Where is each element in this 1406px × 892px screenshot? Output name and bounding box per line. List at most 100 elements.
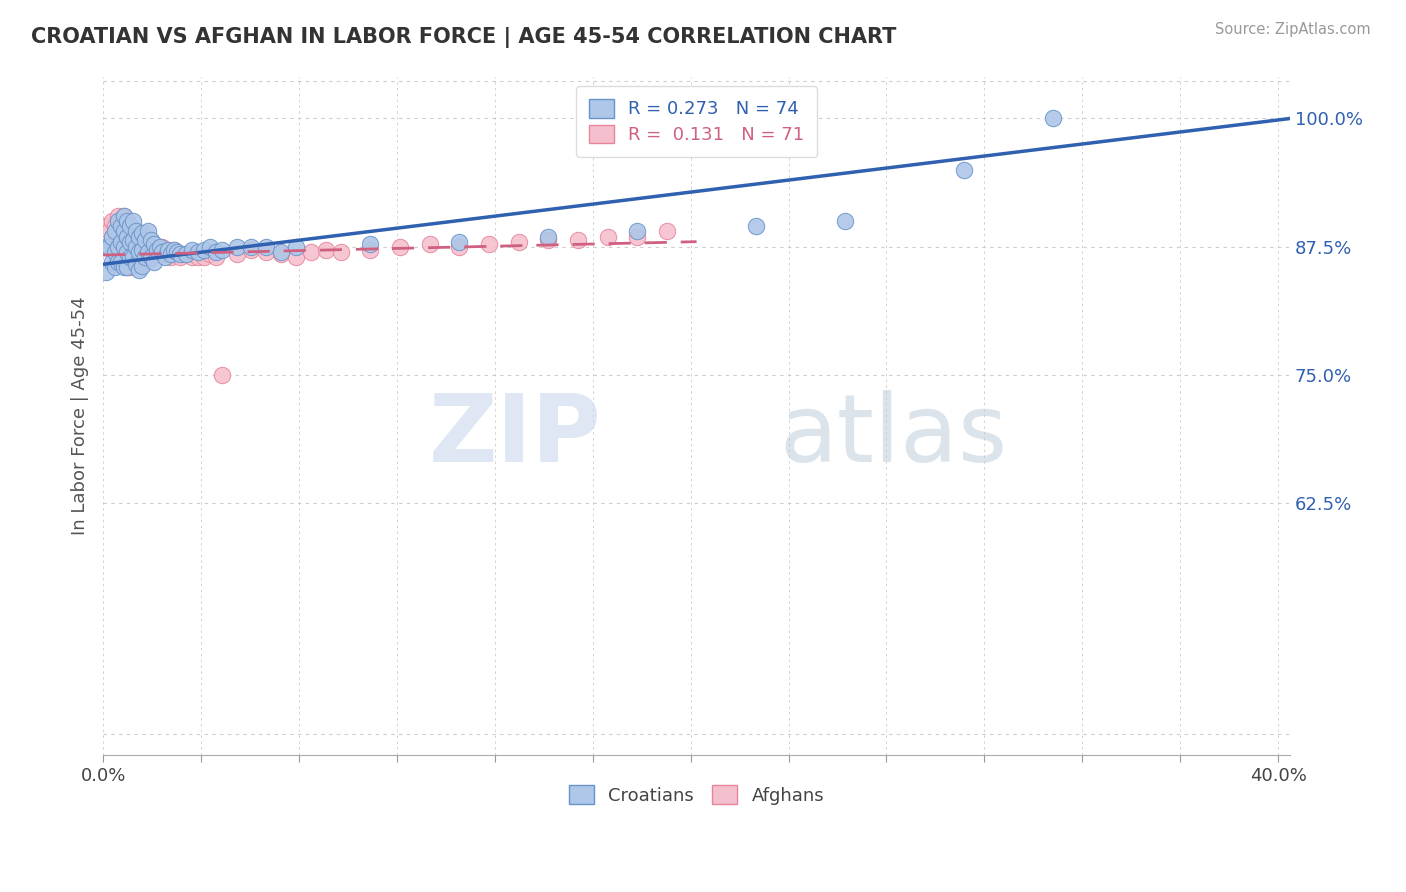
- Point: [166, 247, 188, 261]
- Point: [115, 214, 138, 228]
- Point: [115, 260, 138, 275]
- Point: [155, 250, 177, 264]
- Point: [101, 236, 124, 251]
- Y-axis label: In Labor Force | Age 45-54: In Labor Force | Age 45-54: [72, 297, 89, 535]
- Point: [655, 224, 678, 238]
- Point: [131, 236, 153, 251]
- Point: [110, 214, 132, 228]
- Point: [225, 247, 247, 261]
- Point: [145, 243, 167, 257]
- Point: [128, 257, 150, 271]
- Point: [478, 236, 501, 251]
- Point: [626, 224, 648, 238]
- Point: [121, 233, 143, 247]
- Legend: Croatians, Afghans: Croatians, Afghans: [560, 776, 834, 814]
- Point: [359, 243, 381, 257]
- Point: [145, 243, 167, 257]
- Point: [254, 244, 277, 259]
- Point: [169, 250, 191, 264]
- Point: [134, 243, 156, 257]
- Point: [136, 244, 159, 259]
- Point: [110, 255, 132, 269]
- Point: [107, 250, 129, 264]
- Point: [136, 233, 159, 247]
- Point: [193, 243, 215, 257]
- Point: [134, 233, 156, 247]
- Point: [121, 250, 143, 264]
- Point: [131, 227, 153, 241]
- Point: [139, 247, 162, 261]
- Point: [537, 233, 560, 247]
- Point: [181, 250, 204, 264]
- Point: [118, 260, 141, 275]
- Point: [110, 235, 132, 249]
- Point: [152, 240, 174, 254]
- Point: [110, 255, 132, 269]
- Point: [193, 250, 215, 264]
- Point: [115, 260, 138, 275]
- Point: [107, 240, 129, 254]
- Point: [270, 247, 292, 261]
- Point: [157, 247, 180, 261]
- Point: [101, 255, 124, 269]
- Point: [205, 244, 228, 259]
- Point: [198, 247, 221, 261]
- Point: [187, 250, 209, 264]
- Point: [128, 263, 150, 277]
- Point: [121, 229, 143, 244]
- Point: [112, 240, 135, 254]
- Point: [121, 250, 143, 264]
- Point: [166, 244, 188, 259]
- Point: [115, 219, 138, 234]
- Point: [508, 235, 530, 249]
- Point: [94, 240, 117, 254]
- Point: [225, 240, 247, 254]
- Point: [187, 244, 209, 259]
- Point: [270, 244, 292, 259]
- Point: [125, 253, 148, 268]
- Point: [128, 236, 150, 251]
- Point: [131, 257, 153, 271]
- Point: [134, 250, 156, 264]
- Point: [104, 257, 127, 271]
- Point: [128, 244, 150, 259]
- Point: [211, 243, 233, 257]
- Point: [125, 233, 148, 247]
- Text: CROATIAN VS AFGHAN IN LABOR FORCE | AGE 45-54 CORRELATION CHART: CROATIAN VS AFGHAN IN LABOR FORCE | AGE …: [31, 27, 896, 48]
- Point: [118, 235, 141, 249]
- Point: [285, 240, 308, 254]
- Point: [107, 214, 129, 228]
- Point: [449, 240, 471, 254]
- Point: [211, 368, 233, 383]
- Point: [148, 240, 170, 254]
- Point: [125, 240, 148, 254]
- Point: [142, 243, 165, 257]
- Point: [329, 244, 352, 259]
- Point: [626, 229, 648, 244]
- Point: [163, 243, 186, 257]
- Point: [118, 219, 141, 234]
- Point: [160, 250, 183, 264]
- Point: [101, 214, 124, 228]
- Point: [118, 243, 141, 257]
- Point: [142, 236, 165, 251]
- Point: [131, 243, 153, 257]
- Point: [152, 244, 174, 259]
- Point: [148, 247, 170, 261]
- Point: [169, 247, 191, 261]
- Point: [112, 250, 135, 264]
- Point: [110, 235, 132, 249]
- Point: [254, 240, 277, 254]
- Point: [567, 233, 589, 247]
- Point: [449, 235, 471, 249]
- Point: [110, 219, 132, 234]
- Point: [174, 247, 197, 261]
- Point: [1042, 112, 1064, 126]
- Point: [139, 250, 162, 264]
- Point: [537, 229, 560, 244]
- Point: [299, 244, 322, 259]
- Point: [205, 250, 228, 264]
- Point: [157, 243, 180, 257]
- Point: [107, 255, 129, 269]
- Point: [118, 250, 141, 264]
